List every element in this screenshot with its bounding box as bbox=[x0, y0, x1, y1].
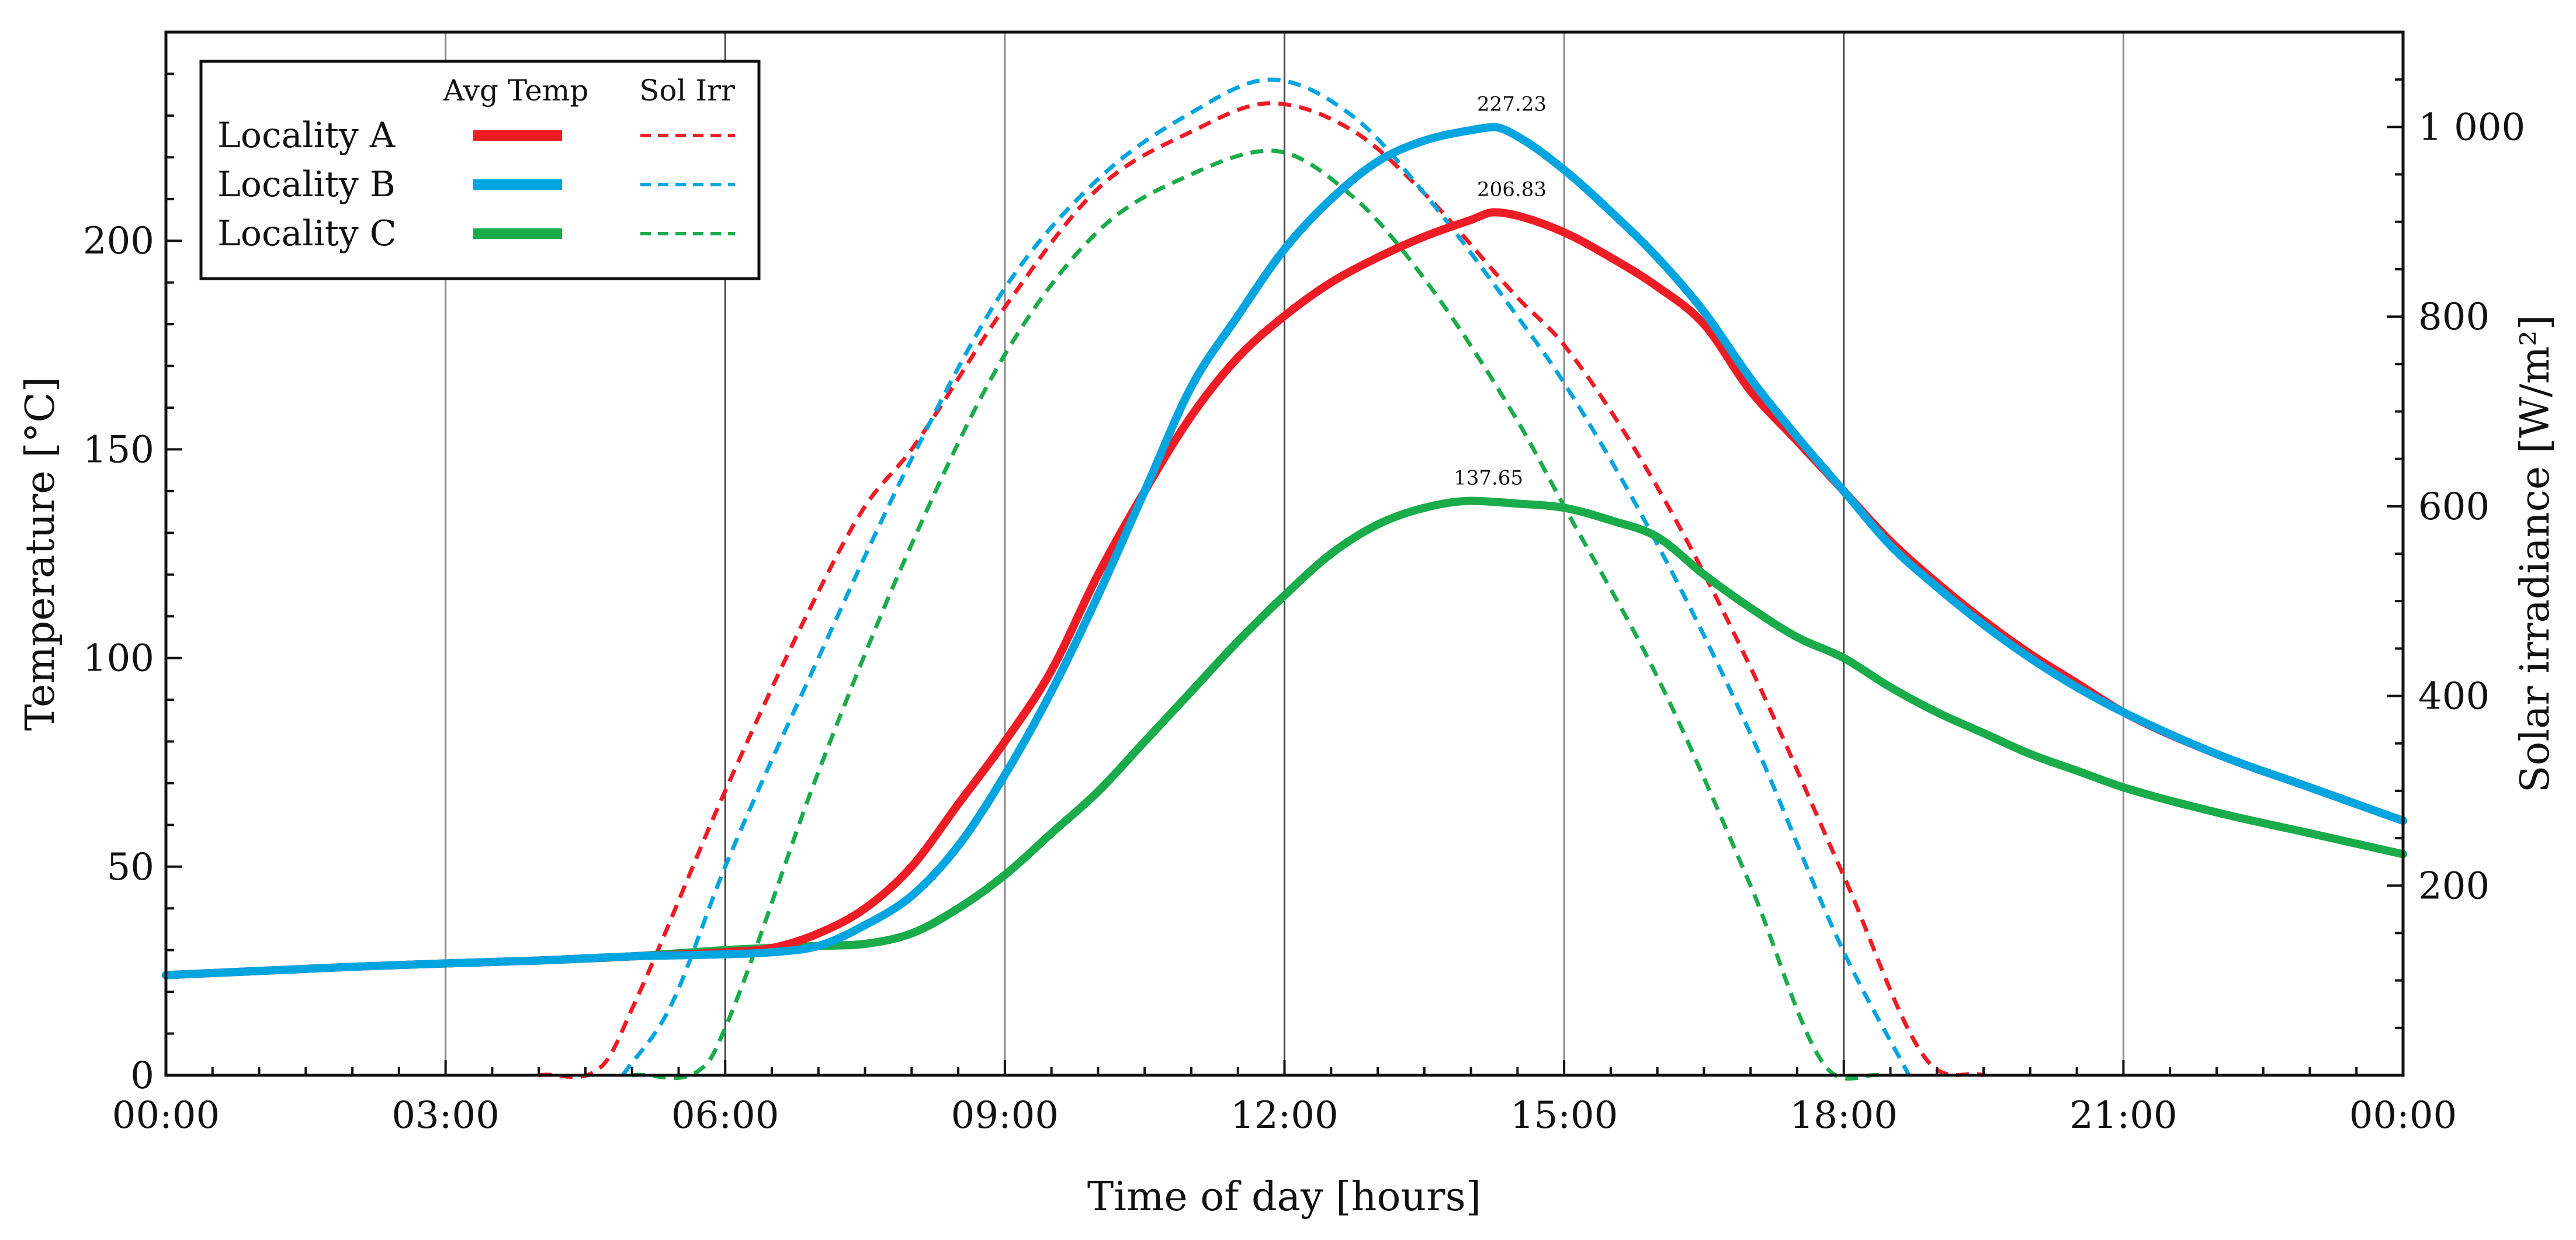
x-tick-label: 21:00 bbox=[2069, 1094, 2177, 1137]
irradiance-line-locality-b bbox=[620, 77, 1911, 1077]
y2-axis-title: Solar irradiance [W/m²] bbox=[2512, 315, 2558, 793]
y2-tick-label: 600 bbox=[2418, 485, 2490, 529]
y-tick-label: 50 bbox=[107, 846, 154, 889]
x-tick-label: 15:00 bbox=[1510, 1094, 1618, 1137]
x-tick-label: 00:00 bbox=[2349, 1094, 2457, 1137]
x-tick-label: 12:00 bbox=[1230, 1094, 1338, 1137]
x-tick-label: 18:00 bbox=[1790, 1094, 1898, 1137]
legend-header-sol-irr: Sol Irr bbox=[639, 74, 735, 107]
y-axis-title: Temperature [°C] bbox=[18, 377, 64, 731]
x-tick-label: 03:00 bbox=[391, 1094, 499, 1137]
irradiance-line-locality-a bbox=[538, 101, 1984, 1079]
irradiance-line-locality-c bbox=[632, 148, 1882, 1081]
y2-tick-label: 1 000 bbox=[2418, 106, 2525, 149]
legend-header-avg-temp: Avg Temp bbox=[443, 74, 589, 107]
peak-label-locality-a: 206.83 bbox=[1477, 178, 1547, 201]
y-axis-right: 200 400 600 800 1 000 bbox=[2387, 78, 2525, 1029]
y-tick-label: 100 bbox=[83, 637, 154, 680]
y-tick-label: 0 bbox=[130, 1054, 154, 1097]
legend-rows: Locality A Locality B Locality C bbox=[217, 115, 735, 254]
y2-tick-label: 400 bbox=[2418, 675, 2490, 718]
y2-tick-label: 800 bbox=[2418, 296, 2490, 339]
legend-label-locality-a: Locality A bbox=[217, 115, 396, 156]
x-tick-label: 09:00 bbox=[951, 1094, 1059, 1137]
y-tick-label: 200 bbox=[83, 220, 154, 263]
peak-label-locality-b: 227.23 bbox=[1477, 93, 1547, 116]
x-axis-title: Time of day [hours] bbox=[1087, 1174, 1481, 1220]
x-tick-label: 00:00 bbox=[112, 1094, 220, 1137]
temperature-line-locality-b bbox=[162, 123, 2407, 980]
x-tick-label: 06:00 bbox=[671, 1094, 779, 1137]
y-tick-label: 150 bbox=[83, 428, 154, 471]
legend-label-locality-c: Locality C bbox=[217, 213, 397, 254]
legend-box bbox=[199, 60, 761, 280]
series-layer bbox=[162, 77, 2407, 1081]
x-axis: 00:00 03:00 06:00 09:00 12:00 15:00 18:00 21:00… bbox=[112, 1060, 2457, 1137]
y2-tick-label: 200 bbox=[2418, 864, 2490, 908]
legend-label-locality-b: Locality B bbox=[217, 164, 396, 205]
y-axis-left: 0 50 100 150 200 bbox=[83, 72, 182, 1097]
peak-labels: 206.83 227.23 137.65 bbox=[1454, 93, 1547, 490]
peak-label-locality-c: 137.65 bbox=[1454, 467, 1523, 490]
